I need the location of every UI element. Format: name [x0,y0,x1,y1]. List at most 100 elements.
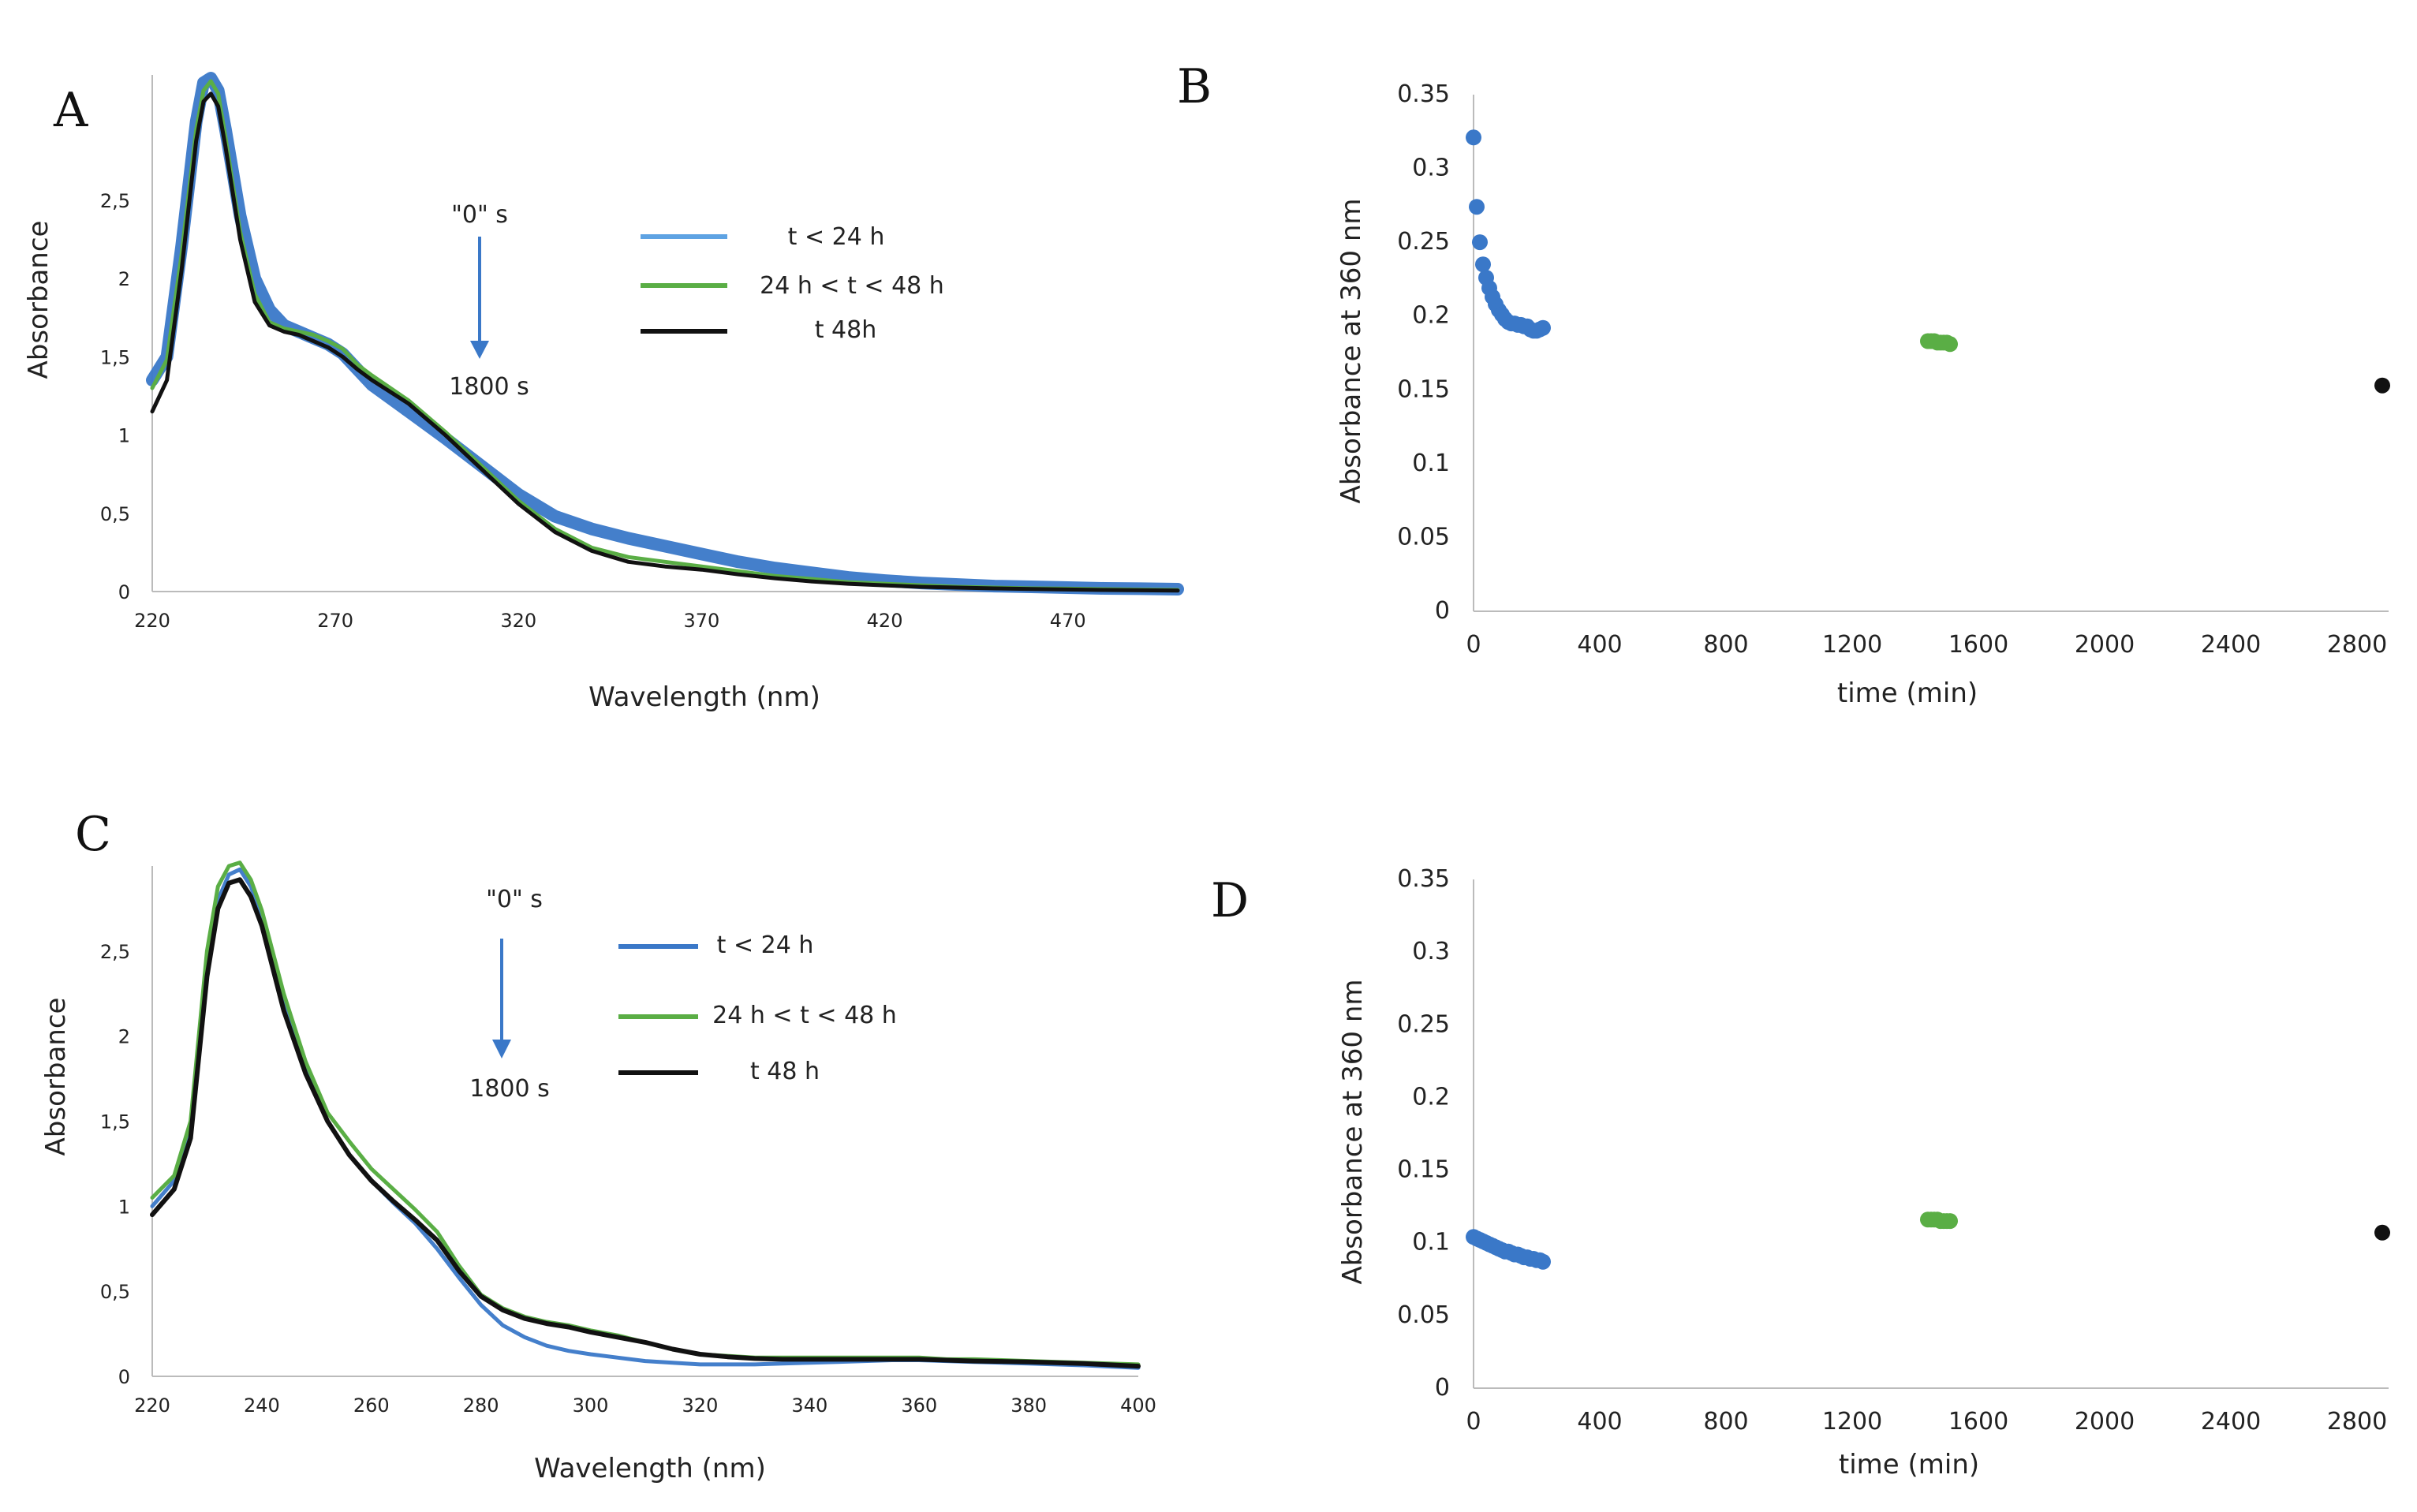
panel-c-plot: 220 240 260 280 300 320 340 360 380 400 0 0,5 1 1,5 2 2… [100,861,1156,1417]
annotation-a-end: 1800 s [449,373,529,401]
legend-a-label-2: 24 h < t < 48 h [760,272,944,300]
panel-b-x-tick-label: 1200 [1822,631,1882,659]
annotation-c-arrowhead [492,1040,511,1058]
panel-c-x-tick-label: 340 [791,1394,827,1417]
panel-b-series-2-point [1942,336,1958,353]
panel-c-y-tick-label: 0 [118,1366,130,1388]
panel-b-y-tick-label: 0.35 [1397,80,1450,108]
panel-b-y-tick-label: 0.25 [1397,228,1450,256]
panel-b-x-tick-label: 400 [1577,631,1622,659]
panel-d-series-2-point [1942,1213,1958,1230]
panel-c-x-tick-label: 280 [463,1394,499,1417]
legend-c-label-3: t 48 h [750,1058,820,1085]
panel-c-x-tick-label: 260 [353,1394,390,1417]
panel-d-x-tick-label: 1200 [1822,1408,1882,1435]
panel-d-y-tick-label: 0.1 [1412,1229,1450,1256]
panel-d-y-tick-label: 0.2 [1412,1083,1450,1111]
panel-b-letter: B [1177,59,1212,114]
panel-a-x-tick-label: 420 [867,610,903,632]
panel-d-x-tick-label: 2800 [2327,1408,2387,1435]
panel-d-x-tick-label: 2000 [2075,1408,2135,1435]
panel-b-y-tick-label: 0.05 [1397,523,1450,551]
panel-a-x-tick-label: 320 [500,610,536,632]
panel-d-y-tick-label: 0.3 [1412,938,1450,965]
annotation-c-end: 1800 s [469,1075,550,1103]
panel-b-series-1-point [1472,234,1488,251]
panel-d-x-tick-label: 1600 [1948,1408,2008,1435]
panel-b: B 0 400 800 1200 1600 2000 2400 2800 0 0.05 0.1 0.1… [1177,59,2390,709]
panel-c-annotation: "0" s 1800 s [469,886,550,1103]
panel-c-legend: t < 24 h 24 h < t < 48 h t 48 h [618,931,897,1085]
panel-b-y-tick-label: 0.2 [1412,302,1450,330]
panel-a-y-tick-label: 0,5 [100,503,130,525]
panel-c-xlabel: Wavelength (nm) [534,1453,766,1484]
panel-d-y-tick-label: 0.15 [1397,1156,1450,1184]
panel-b-x-tick-label: 2400 [2201,631,2261,659]
panel-c: C 220 240 260 280 300 320 340 360 380 400 0 0,5 1 1,5… [40,807,1156,1484]
panel-b-x-tick-label: 800 [1703,631,1748,659]
panel-a-y-tick-label: 1,5 [100,346,130,368]
panel-b-y-tick-label: 0 [1435,597,1450,625]
panel-c-x-tick-label: 320 [682,1394,719,1417]
panel-b-series-1-point [1535,319,1551,336]
panel-b-x-tick-label: 1600 [1948,631,2008,659]
panel-d-letter: D [1211,873,1249,928]
panel-c-y-tick-label: 2,5 [100,941,130,963]
panel-d-series-1-point [1535,1253,1551,1270]
panel-b-y-tick-label: 0.15 [1397,375,1450,403]
panel-d-x-tick-label: 0 [1466,1408,1481,1435]
panel-b-series-3-point [2374,377,2390,394]
panel-d-ylabel: Absorbance at 360 nm [1337,979,1369,1284]
panel-b-series-1-point [1469,199,1485,215]
panel-a-x-tick-label: 370 [684,610,720,632]
legend-c-label-1: t < 24 h [717,931,814,959]
panel-a-y-tick-label: 2 [118,268,130,290]
panel-a-legend: t < 24 h 24 h < t < 48 h t 48h [641,223,944,344]
legend-a-label-3: t 48h [815,316,877,344]
panel-a: A 220 270 320 370 420 470 0 0,5 1 1,5 2 2,5 Wavelen… [23,72,1184,713]
panel-c-y-tick-label: 1,5 [100,1111,130,1133]
panel-a-y-tick-label: 1 [118,425,130,447]
panel-b-plot: 0 400 800 1200 1600 2000 2400 2800 0 0.05 0.1 0.15 0… [1397,80,2390,659]
panel-c-y-tick-label: 0,5 [100,1281,130,1303]
panel-d-y-tick-label: 0 [1435,1374,1450,1402]
panel-d-series-3-point [2374,1224,2390,1241]
panel-a-letter: A [53,83,88,138]
legend-c-label-2: 24 h < t < 48 h [712,1002,897,1029]
panel-b-series-1-point [1466,129,1481,146]
panel-b-x-tick-label: 2000 [2075,631,2135,659]
panel-d-plot: 0 400 800 1200 1600 2000 2400 2800 0 0.05 0.1 0.15 0… [1397,865,2390,1435]
panel-b-xlabel: time (min) [1837,678,1978,709]
panel-c-y-tick-label: 2 [118,1026,130,1048]
panel-c-letter: C [75,807,111,862]
panel-a-x-tick-label: 270 [317,610,353,632]
panel-c-x-tick-label: 240 [244,1394,280,1417]
legend-a-label-1: t < 24 h [788,223,885,251]
panel-a-y-tick-label: 0 [118,581,130,603]
panel-a-xlabel: Wavelength (nm) [588,681,820,713]
panel-c-x-tick-label: 360 [901,1394,937,1417]
panel-b-y-tick-label: 0.1 [1412,450,1450,477]
annotation-a-arrowhead [470,341,489,359]
panel-d-x-tick-label: 2400 [2201,1408,2261,1435]
panel-d-x-tick-label: 800 [1703,1408,1748,1435]
panel-d-y-tick-label: 0.35 [1397,865,1450,893]
panel-a-plot: 220 270 320 370 420 470 0 0,5 1 1,5 2 2,5 [100,72,1184,632]
panel-b-series-1-point [1475,256,1491,273]
panel-c-y-tick-label: 1 [118,1196,130,1218]
panel-b-y-tick-label: 0.3 [1412,155,1450,182]
panel-a-annotation: "0" s 1800 s [449,201,529,401]
panel-d: D 0 400 800 1200 1600 2000 2400 2800 0 0.05 0.1 0.1… [1211,865,2390,1480]
panel-c-x-tick-label: 380 [1011,1394,1047,1417]
panel-c-ylabel: Absorbance [40,998,72,1156]
panel-c-series-line-3 [150,877,1141,1369]
panel-c-x-tick-label: 400 [1120,1394,1156,1417]
annotation-c-start: "0" s [486,886,543,913]
panel-b-x-tick-label: 0 [1466,631,1481,659]
panel-d-x-tick-label: 400 [1577,1408,1622,1435]
panel-a-x-tick-label: 470 [1050,610,1086,632]
panel-b-ylabel: Absorbance at 360 nm [1336,198,1367,503]
panel-a-x-tick-label: 220 [134,610,170,632]
panel-b-x-tick-label: 2800 [2327,631,2387,659]
